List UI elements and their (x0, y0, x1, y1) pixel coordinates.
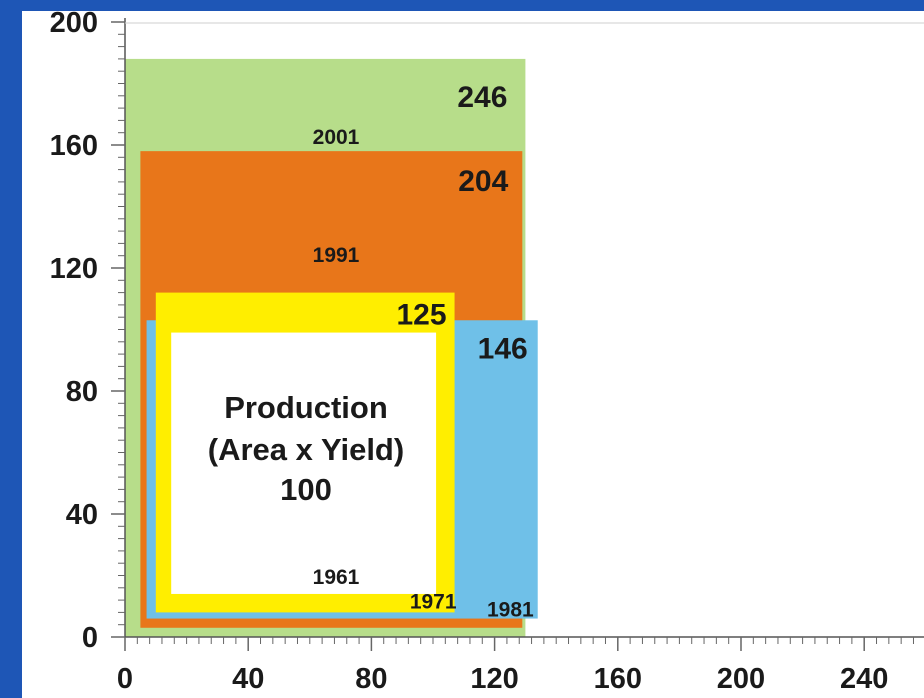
rectangles-layer (125, 58, 538, 637)
y-tick-label: 0 (82, 622, 98, 654)
x-tick-label: 120 (470, 663, 518, 695)
value-label-1981: 146 (478, 332, 528, 365)
center-label-line: 100 (280, 472, 332, 507)
y-tick-label: 120 (50, 253, 98, 285)
x-tick-label: 0 (117, 663, 133, 695)
x-tick-label: 200 (717, 663, 765, 695)
y-tick-label: 200 (50, 7, 98, 39)
year-label-1971: 1971 (410, 590, 457, 613)
value-label-2001: 246 (457, 81, 507, 114)
center-label-line: Production (224, 390, 388, 425)
value-label-1991: 204 (458, 165, 508, 198)
year-label-2001: 2001 (313, 126, 360, 149)
axes-layer (111, 18, 924, 651)
x-tick-label: 240 (840, 663, 888, 695)
year-label-1991: 1991 (313, 244, 360, 267)
y-tick-label: 80 (66, 376, 98, 408)
x-tick-label: 80 (355, 663, 387, 695)
x-tick-label: 40 (232, 663, 264, 695)
year-label-1981: 1981 (487, 599, 534, 622)
center-label-line: (Area x Yield) (208, 432, 404, 467)
year-label-1961: 1961 (313, 566, 360, 589)
rect-1961 (171, 332, 437, 594)
x-tick-label: 160 (594, 663, 642, 695)
y-tick-label: 160 (50, 130, 98, 162)
value-label-1971: 125 (396, 299, 446, 332)
y-tick-label: 40 (66, 499, 98, 531)
labels-layer: 0 40 80 120 160 200 0 40 80 120 160 200 240 246 2001 20… (50, 7, 889, 695)
